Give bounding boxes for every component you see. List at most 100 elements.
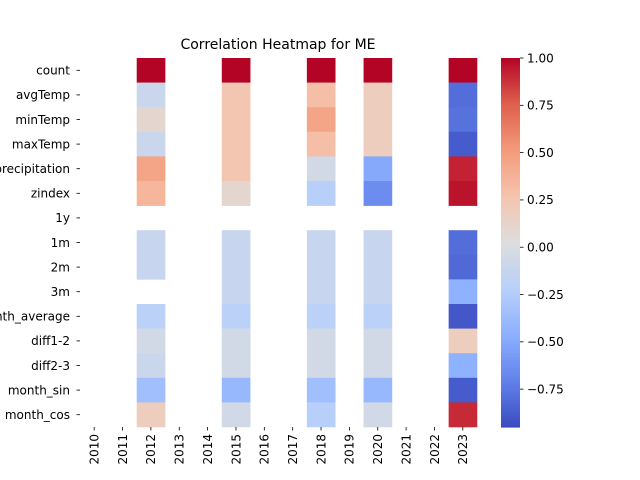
colorbar-gradient-strip bbox=[501, 203, 520, 207]
colorbar-gradient-strip bbox=[501, 284, 520, 287]
x-tick-label: 2019 bbox=[343, 434, 357, 465]
colorbar-gradient-strip bbox=[501, 164, 520, 167]
heatmap-cell bbox=[136, 377, 166, 403]
colorbar-gradient-strip bbox=[501, 244, 520, 248]
y-tick-label: 1y bbox=[55, 211, 70, 225]
heatmap-cell bbox=[448, 402, 478, 428]
x-tick-label: 2014 bbox=[201, 434, 215, 465]
colorbar-gradient-strip bbox=[501, 101, 520, 105]
colorbar-gradient-strip bbox=[501, 184, 520, 188]
heatmap-cell bbox=[221, 402, 251, 428]
colorbar-gradient-strip bbox=[501, 260, 520, 264]
colorbar-gradient-strip bbox=[501, 226, 520, 230]
heatmap-cell bbox=[306, 107, 336, 133]
heatmap-cell bbox=[363, 254, 393, 280]
colorbar-gradient-strip bbox=[501, 87, 520, 91]
colorbar-gradient-strip bbox=[501, 76, 520, 80]
colorbar-gradient-strip bbox=[501, 233, 520, 237]
colorbar-gradient-strip bbox=[501, 353, 520, 357]
heatmap-cell bbox=[221, 131, 251, 157]
colorbar-gradient-strip bbox=[501, 413, 520, 417]
colorbar-gradient-strip bbox=[501, 120, 520, 124]
colorbar-gradient-strip bbox=[501, 286, 520, 290]
heatmap-cell bbox=[363, 131, 393, 157]
colorbar-gradient-strip bbox=[501, 390, 520, 394]
colorbar-gradient-strip bbox=[501, 362, 520, 366]
colorbar-gradient-strip bbox=[501, 71, 520, 75]
colorbar-gradient-strip bbox=[501, 279, 520, 283]
x-tick-label: 2015 bbox=[229, 434, 243, 465]
colorbar-gradient-strip bbox=[501, 230, 520, 234]
heatmap-cell bbox=[306, 402, 336, 428]
colorbar-gradient-strip bbox=[501, 221, 520, 225]
heatmap-cell bbox=[221, 82, 251, 108]
colorbar-gradient-strip bbox=[501, 161, 520, 165]
colorbar-gradient-strip bbox=[501, 67, 520, 71]
heatmap-cell bbox=[363, 156, 393, 182]
colorbar-gradient-strip bbox=[501, 81, 520, 84]
colorbar-gradient-strip bbox=[501, 397, 520, 400]
colorbar-gradient-strip bbox=[501, 247, 520, 251]
colorbar-gradient-strip bbox=[501, 171, 520, 174]
colorbar-gradient-strip bbox=[501, 196, 520, 200]
colorbar-gradient-strip bbox=[501, 327, 520, 331]
colorbar-gradient-strip bbox=[501, 214, 520, 218]
colorbar-gradient-strip bbox=[501, 415, 520, 419]
colorbar-gradient-strip bbox=[501, 194, 520, 197]
colorbar-gradient-strip bbox=[501, 270, 520, 274]
colorbar-gradient-strip bbox=[501, 373, 520, 377]
y-tick-label: diff1-2 bbox=[31, 334, 70, 348]
colorbar-gradient-strip bbox=[501, 297, 520, 301]
colorbar-gradient-strip bbox=[501, 92, 520, 96]
colorbar-gradient-strip bbox=[501, 394, 520, 398]
colorbar-gradient-strip bbox=[501, 281, 520, 285]
x-tick-label: 2021 bbox=[399, 434, 413, 465]
colorbar-gradient-strip bbox=[501, 154, 520, 158]
colorbar-gradient-strip bbox=[501, 237, 520, 241]
heatmap-cell bbox=[306, 304, 336, 329]
colorbar-gradient-strip bbox=[501, 348, 520, 352]
colorbar-gradient-strip bbox=[501, 242, 520, 246]
colorbar-gradient-strip bbox=[501, 263, 520, 267]
colorbar-gradient-strip bbox=[501, 325, 520, 329]
heatmap-cell bbox=[306, 377, 336, 403]
heatmap-cell bbox=[363, 377, 393, 403]
heatmap-cell bbox=[306, 353, 336, 379]
heatmap-cell bbox=[363, 353, 393, 379]
colorbar-gradient-strip bbox=[501, 311, 520, 315]
colorbar-gradient-strip bbox=[501, 383, 520, 387]
colorbar-gradient-strip bbox=[501, 367, 520, 370]
y-tick-label: zindex bbox=[31, 187, 70, 201]
colorbar: 1.00 0.75 0.50 0.25 0.00 −0.25 −0.50 −0.75 bbox=[501, 51, 564, 428]
colorbar-gradient-strip bbox=[501, 141, 520, 144]
colorbar-gradient-strip bbox=[501, 90, 520, 94]
x-tick-label: 2010 bbox=[87, 434, 101, 465]
colorbar-gradient-strip bbox=[501, 277, 520, 280]
heatmap-cell bbox=[448, 328, 478, 354]
colorbar-gradient-strip bbox=[501, 316, 520, 320]
colorbar-gradient-strip bbox=[501, 387, 520, 391]
heatmap-cell bbox=[448, 131, 478, 157]
heatmap-cell bbox=[221, 156, 251, 182]
heatmap-cell bbox=[221, 328, 251, 354]
heatmap-cell bbox=[363, 402, 393, 428]
colorbar-gradient-strip bbox=[501, 346, 520, 350]
colorbar-gradient-strip bbox=[501, 224, 520, 227]
colorbar-gradient-strip bbox=[501, 200, 520, 204]
x-tick-label: 2018 bbox=[314, 434, 328, 465]
colorbar-gradient-strip bbox=[501, 360, 520, 364]
heatmap-cell bbox=[448, 304, 478, 329]
colorbar-gradient-strip bbox=[501, 143, 520, 147]
colorbar-gradient-strip bbox=[501, 78, 520, 82]
colorbar-tick-label: −0.25 bbox=[527, 288, 564, 302]
heatmap-cell bbox=[136, 304, 166, 329]
colorbar-gradient-strip bbox=[501, 207, 520, 211]
heatmap-cell bbox=[448, 353, 478, 379]
colorbar-gradient-strip bbox=[501, 410, 520, 414]
heatmap-cell bbox=[363, 82, 393, 108]
colorbar-tick-label: 1.00 bbox=[527, 51, 554, 65]
heatmap-cell bbox=[136, 107, 166, 133]
colorbar-gradient-strip bbox=[501, 392, 520, 396]
colorbar-gradient-strip bbox=[501, 343, 520, 347]
colorbar-gradient-strip bbox=[501, 180, 520, 184]
